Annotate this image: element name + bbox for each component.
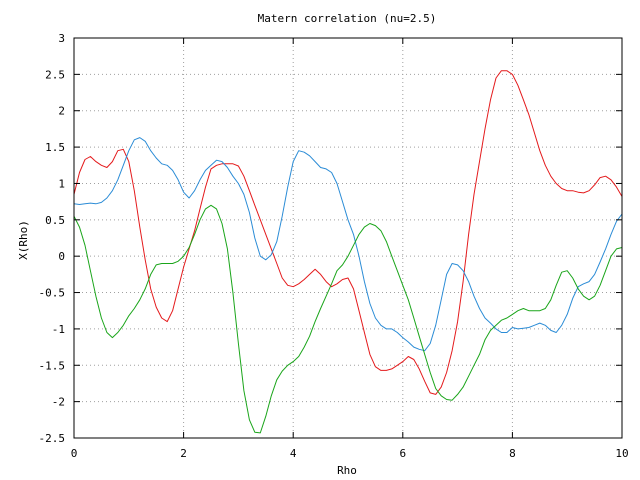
y-tick-label: -2 <box>52 396 65 409</box>
y-tick-label: 0 <box>58 250 65 263</box>
x-tick-label: 2 <box>180 447 187 460</box>
tick-labels: 0 2 4 6 8 10 -2.5 -2 -1.5 -1 -0.5 0 0.5 1 1.5 2 2.5 3 <box>39 32 629 460</box>
y-tick-label: -1.5 <box>39 359 66 372</box>
x-tick-label: 10 <box>615 447 628 460</box>
x-axis-label: Rho <box>337 464 357 477</box>
y-tick-label: 2.5 <box>45 68 65 81</box>
series-line-3 <box>73 204 623 434</box>
series-group <box>73 70 623 434</box>
y-tick-label: 1 <box>58 177 65 190</box>
x-tick-label: 0 <box>71 447 78 460</box>
x-tick-label: 6 <box>399 447 406 460</box>
series-line-2 <box>73 137 623 352</box>
y-tick-label: -2.5 <box>39 432 66 445</box>
y-tick-label: 0.5 <box>45 214 65 227</box>
y-tick-label: 1.5 <box>45 141 65 154</box>
chart-title: Matern correlation (nu=2.5) <box>258 12 437 25</box>
y-axis-label: X(Rho) <box>17 220 30 260</box>
y-tick-label: -1 <box>52 323 65 336</box>
y-tick-label: -0.5 <box>39 287 66 300</box>
series-line-1 <box>73 70 623 395</box>
x-tick-label: 4 <box>290 447 297 460</box>
y-tick-label: 2 <box>58 105 65 118</box>
grid <box>74 38 622 438</box>
x-tick-label: 8 <box>509 447 516 460</box>
y-tick-label: 3 <box>58 32 65 45</box>
ticks <box>73 37 623 439</box>
plot-frame <box>73 37 623 439</box>
